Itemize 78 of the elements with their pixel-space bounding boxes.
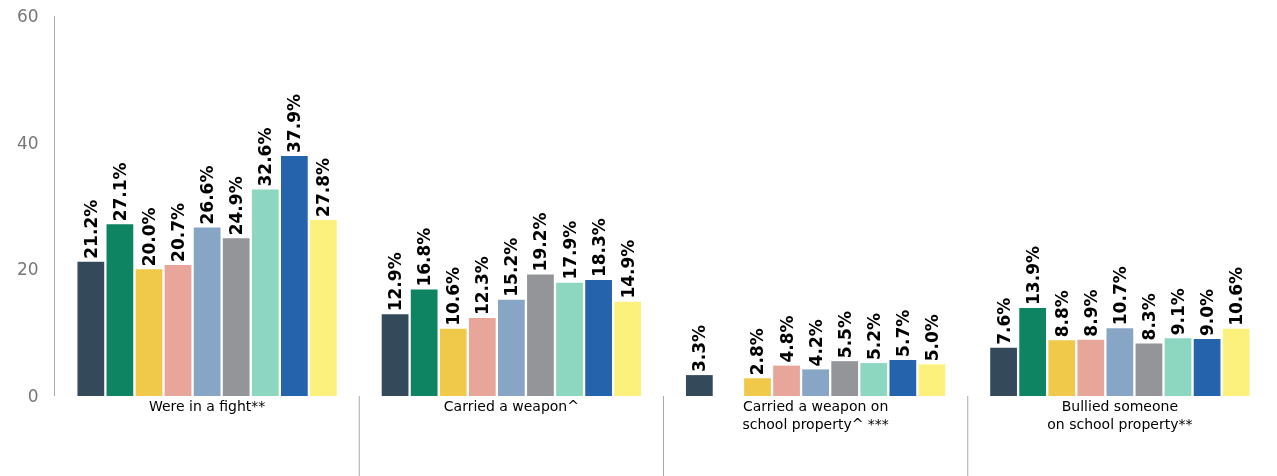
bar [468, 318, 496, 396]
data-label: 17.9% [559, 220, 580, 280]
bar [498, 299, 525, 396]
data-label: 5.0% [921, 314, 942, 362]
bar [280, 155, 308, 396]
bar [135, 269, 163, 396]
bar [381, 314, 409, 396]
bar [585, 280, 612, 396]
y-tick-label: 60 [16, 5, 39, 26]
data-label: 19.2% [530, 212, 551, 272]
bar [773, 365, 800, 396]
bar [164, 264, 192, 396]
data-label: 26.6% [197, 165, 218, 225]
data-label: 5.2% [863, 312, 884, 361]
bar [831, 361, 859, 396]
data-label: 16.8% [414, 227, 435, 287]
bar [1077, 339, 1105, 396]
data-label: 18.3% [588, 218, 609, 278]
bar [802, 369, 829, 396]
data-label: 20.7% [168, 202, 189, 262]
bar [1048, 340, 1076, 396]
data-label: 10.6% [1226, 266, 1247, 326]
bar [990, 347, 1017, 396]
data-label: 2.8% [747, 328, 768, 376]
bar [1193, 339, 1221, 396]
bar [193, 227, 221, 396]
data-label: 8.8% [1051, 290, 1072, 338]
bar [1164, 338, 1192, 396]
x-tick-label: Carried a weapon on school property^ *** [742, 398, 889, 433]
data-label: 12.9% [385, 252, 406, 312]
data-label: 8.9% [1080, 289, 1101, 337]
x-tick-label: Were in a fight** [148, 398, 266, 414]
bar [685, 375, 713, 396]
data-label: 13.9% [1022, 245, 1043, 305]
x-tick-label: Bullied someone on school property** [1047, 398, 1193, 433]
bar [889, 359, 917, 396]
data-label: 14.9% [617, 239, 638, 299]
data-label: 4.2% [805, 319, 826, 367]
bar [1106, 328, 1134, 396]
bar [251, 189, 279, 396]
data-label: 10.7% [1109, 266, 1130, 326]
data-label: 8.3% [1138, 293, 1159, 341]
bar [614, 301, 642, 396]
y-tick-label: 0 [27, 385, 39, 406]
bar [222, 238, 250, 396]
bar [556, 282, 583, 396]
x-tick-label: Carried a weapon^ [443, 398, 579, 414]
data-label: 21.2% [80, 199, 101, 259]
data-label: 27.1% [109, 162, 130, 222]
bar [744, 378, 771, 396]
y-tick-label: 40 [16, 132, 39, 153]
data-label: 10.6% [443, 266, 464, 326]
bar [77, 261, 105, 396]
data-label: 7.6% [993, 297, 1014, 345]
data-label: 5.7% [892, 309, 913, 357]
bar [439, 328, 467, 396]
bar [860, 363, 888, 396]
bar [918, 364, 946, 396]
data-label: 20.0% [138, 207, 159, 267]
data-label: 32.6% [255, 127, 276, 187]
y-tick-label: 20 [16, 259, 39, 280]
data-label: 5.5% [834, 311, 855, 359]
bar [310, 219, 337, 396]
data-label: 24.9% [226, 176, 247, 236]
data-label: 9.0% [1197, 288, 1218, 336]
data-label: 12.3% [472, 256, 493, 316]
data-label: 37.9% [284, 93, 305, 153]
bar [1135, 343, 1163, 396]
data-label: 3.3% [689, 324, 710, 373]
bar [1019, 307, 1047, 396]
data-label: 9.1% [1168, 288, 1189, 336]
bar [1222, 328, 1250, 396]
bar [527, 274, 554, 396]
bar [410, 289, 438, 396]
data-label: 15.2% [501, 237, 522, 297]
data-label: 27.8% [313, 157, 334, 217]
data-label: 4.8% [776, 315, 797, 363]
bar [106, 224, 134, 396]
